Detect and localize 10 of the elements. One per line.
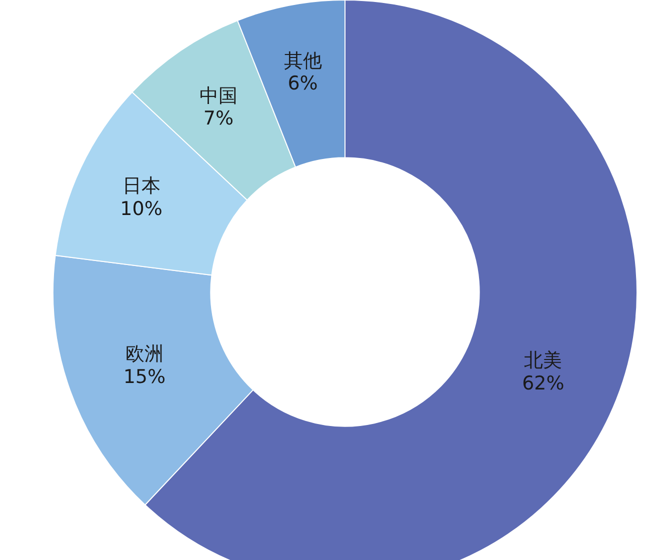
slice-label: 日本	[122, 175, 160, 198]
data-label: 7%	[203, 108, 234, 130]
slice-label: 中国	[199, 84, 238, 107]
slice-label: 欧洲	[125, 343, 164, 366]
data-label: 62%	[522, 372, 564, 394]
data-label: 6%	[288, 72, 318, 95]
slice-label: 其他	[284, 50, 322, 72]
slice-label: 北美	[524, 349, 562, 372]
data-label: 10%	[120, 198, 162, 220]
data-label: 15%	[123, 366, 166, 388]
